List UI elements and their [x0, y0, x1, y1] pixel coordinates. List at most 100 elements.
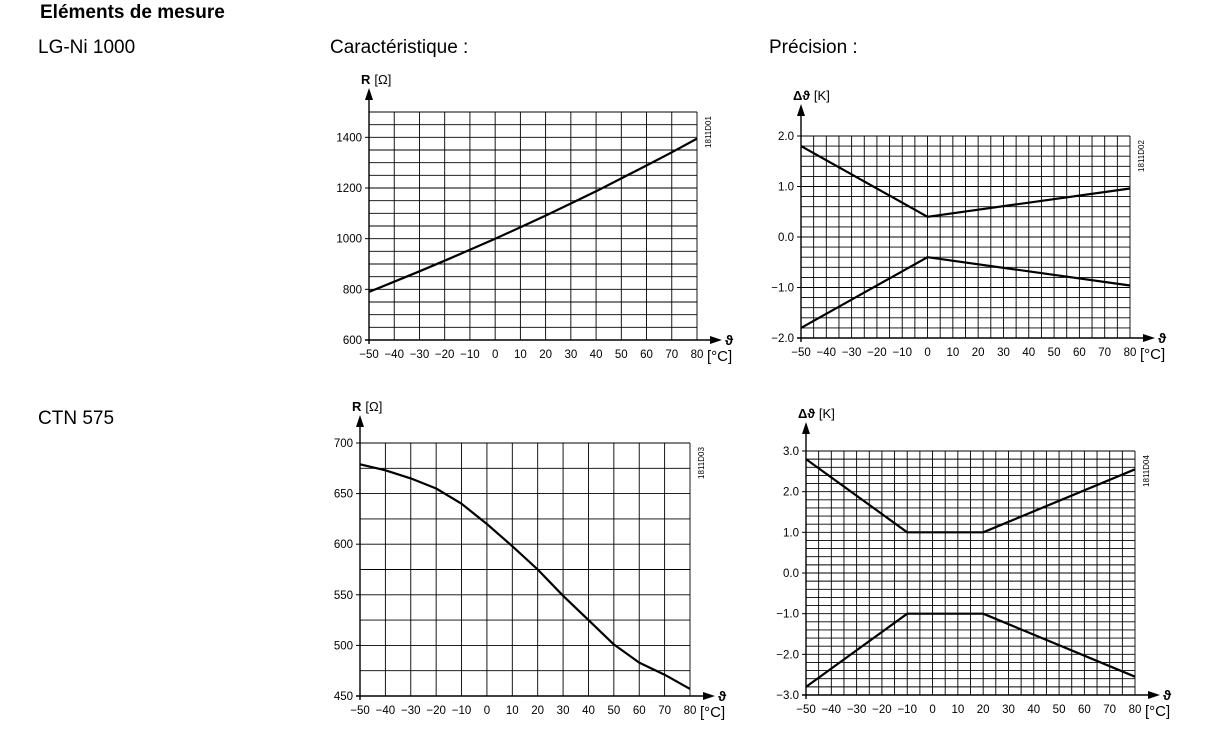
x-tick-label: −30: [847, 704, 867, 716]
x-tick-label: 20: [972, 347, 985, 359]
x-tick-label: 50: [1053, 704, 1066, 716]
sensor-label-ctn-575: CTN 575: [38, 408, 115, 429]
x-tick-label: 80: [691, 349, 704, 361]
x-tick-label: 70: [1103, 704, 1116, 716]
x-tick-label: 80: [1129, 704, 1142, 716]
x-tick-label: 50: [615, 349, 628, 361]
x-tick-label: −20: [426, 705, 446, 717]
x-tick-label: −50: [350, 705, 370, 717]
x-tick-label: −20: [867, 347, 887, 359]
y-tick-label: 650: [334, 489, 353, 501]
figure-code: 1811D03: [697, 447, 706, 479]
y-axis-arrow-icon: [356, 415, 364, 427]
y-axis-arrow-icon: [802, 422, 810, 434]
x-tick-label: 20: [539, 349, 552, 361]
y-tick-label: 700: [334, 438, 353, 450]
x-tick-label: 0: [492, 349, 498, 361]
y-tick-label: 0.0: [783, 568, 799, 580]
x-tick-label: 70: [665, 349, 678, 361]
page-title: Eléments de mesure: [40, 2, 225, 23]
x-tick-label: 30: [1002, 704, 1015, 716]
x-tick-label: −30: [410, 349, 430, 361]
y-axis-label: R [Ω]: [361, 72, 391, 87]
x-tick-label: −40: [822, 704, 842, 716]
y-tick-label: 1000: [336, 234, 362, 246]
x-tick-label: 20: [531, 705, 544, 717]
y-tick-label: −3.0: [776, 690, 799, 702]
y-tick-label: −1.0: [776, 609, 799, 621]
figure-code: 1811D02: [1137, 140, 1146, 172]
y-tick-label: 2.0: [783, 487, 799, 499]
x-tick-label: −30: [842, 347, 862, 359]
x-tick-label: 10: [946, 347, 959, 359]
x-tick-label: −20: [435, 349, 455, 361]
x-axis-unit: [°C]: [1145, 703, 1170, 720]
series-line-r: [359, 463, 691, 690]
y-tick-label: 800: [343, 284, 362, 296]
x-tick-label: 30: [557, 705, 570, 717]
x-tick-label: −40: [817, 347, 837, 359]
x-tick-label: −10: [897, 704, 917, 716]
y-axis-label: Δϑ [K]: [793, 88, 830, 103]
x-tick-label: −30: [401, 705, 421, 717]
y-tick-label: 600: [343, 335, 362, 347]
y-axis-unit: [K]: [819, 406, 835, 421]
x-tick-label: −10: [460, 349, 480, 361]
series-line-lower: [800, 256, 1131, 329]
x-tick-label: 80: [1124, 347, 1137, 359]
x-tick-label: 80: [684, 705, 697, 717]
y-axis-unit: [K]: [814, 88, 830, 103]
x-axis-arrow-icon: [703, 692, 715, 700]
y-axis-unit: [Ω]: [374, 72, 391, 87]
figure-code: 1811D04: [1142, 455, 1151, 487]
x-tick-label: 40: [582, 705, 595, 717]
y-axis-arrow-icon: [365, 88, 373, 100]
characteristic-column-heading: Caractéristique :: [330, 37, 469, 58]
x-tick-label: −20: [872, 704, 892, 716]
x-tick-label: −40: [384, 349, 404, 361]
x-tick-label: 40: [590, 349, 603, 361]
y-axis-arrow-icon: [797, 104, 805, 116]
x-tick-label: −40: [376, 705, 396, 717]
x-tick-label: 40: [1022, 347, 1035, 359]
x-tick-label: 70: [1098, 347, 1111, 359]
series-line-upper: [805, 458, 1136, 534]
y-tick-label: 450: [334, 691, 353, 703]
x-tick-label: 0: [929, 704, 935, 716]
x-tick-label: 60: [1073, 347, 1086, 359]
x-tick-label: 40: [1027, 704, 1040, 716]
x-axis-symbol: ϑ: [1163, 687, 1172, 703]
x-tick-label: 0: [924, 347, 930, 359]
precision-column-heading: Précision :: [769, 37, 858, 58]
x-tick-label: −50: [796, 704, 816, 716]
x-tick-label: 60: [633, 705, 646, 717]
sensor-label-lg-ni-1000: LG-Ni 1000: [38, 37, 136, 58]
x-axis-unit: [°C]: [1140, 346, 1165, 363]
x-tick-label: 10: [506, 705, 519, 717]
x-tick-label: 70: [658, 705, 671, 717]
y-axis-label: R [Ω]: [352, 399, 382, 414]
x-tick-label: 30: [997, 347, 1010, 359]
x-tick-label: 50: [607, 705, 620, 717]
y-tick-label: −2.0: [776, 649, 799, 661]
figure-code: 1811D01: [704, 116, 713, 148]
x-tick-label: 60: [640, 349, 653, 361]
y-tick-label: 3.0: [783, 446, 799, 458]
y-tick-label: 1.0: [778, 182, 794, 194]
x-axis-symbol: ϑ: [718, 688, 727, 704]
x-axis-symbol: ϑ: [1158, 330, 1167, 346]
x-axis-arrow-icon: [710, 336, 722, 344]
y-axis-label: Δϑ [K]: [798, 406, 835, 421]
y-tick-label: 550: [334, 590, 353, 602]
series-line-upper: [800, 145, 1131, 218]
x-tick-label: 20: [977, 704, 990, 716]
x-tick-label: 10: [951, 704, 964, 716]
y-tick-label: 1200: [336, 183, 362, 195]
x-tick-label: 50: [1048, 347, 1061, 359]
y-tick-label: −2.0: [771, 333, 794, 345]
x-axis-arrow-icon: [1143, 334, 1155, 342]
series-line-r: [368, 137, 698, 293]
